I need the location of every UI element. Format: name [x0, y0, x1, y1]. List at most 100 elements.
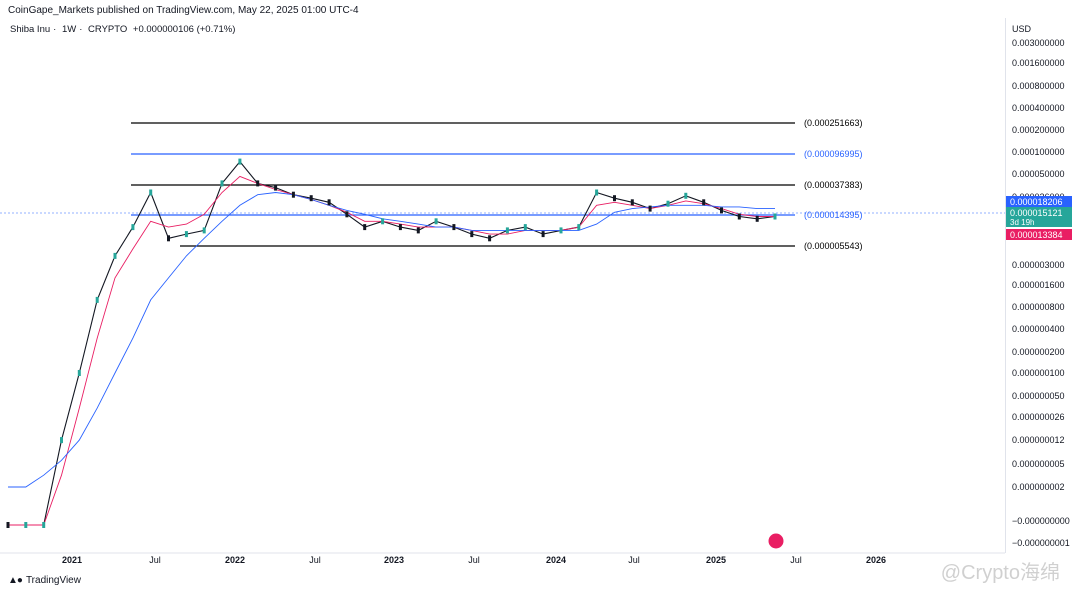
price-tick-label: 0.000000005	[1012, 459, 1065, 469]
symbol-legend: Shiba Inu · 1W · CRYPTO +0.000000106 (+0.7…	[10, 24, 236, 35]
price-candle	[702, 199, 706, 206]
price-candle	[202, 227, 206, 234]
price-tag-countdown: 3d 19h	[1010, 218, 1034, 227]
price-tick-label: 0.000000026	[1012, 412, 1065, 422]
ma-short-series	[8, 175, 775, 526]
price-tick-label: 0.000001600	[1012, 280, 1065, 290]
time-tick-label: Jul	[790, 555, 802, 565]
price-tick-label: 0.000000012	[1012, 435, 1065, 445]
symbol-change: +0.000000106 (+0.71%)	[132, 24, 236, 35]
price-tag	[1006, 229, 1072, 240]
level-label: (0.000005543)	[804, 241, 863, 251]
ma-long-series	[8, 192, 775, 488]
price-candle	[613, 195, 616, 202]
price-candle	[559, 227, 563, 234]
price-candle	[755, 215, 759, 222]
watermark: @Crypto海绵	[940, 562, 1060, 584]
price-candle	[24, 522, 28, 528]
price-candle	[684, 192, 688, 199]
tradingview-brand[interactable]: ▲● TradingView	[8, 575, 81, 586]
time-tick-label: Jul	[628, 555, 640, 565]
price-tick-label: 0.000000800	[1012, 302, 1065, 312]
price-candle	[309, 195, 313, 202]
event-flag-icon[interactable]	[767, 532, 785, 550]
price-candle	[95, 296, 99, 303]
level-label: (0.000251663)	[804, 118, 863, 128]
price-candle	[327, 199, 331, 206]
time-tick-label: 2025	[706, 555, 726, 565]
time-tick-label: Jul	[149, 555, 161, 565]
price-candle	[149, 189, 153, 196]
price-candle	[470, 231, 474, 238]
time-tick-label: Jul	[309, 555, 321, 565]
time-tick-label: 2023	[384, 555, 404, 565]
price-candle	[630, 199, 634, 206]
price-candle	[666, 200, 670, 207]
price-candle	[256, 180, 260, 187]
price-candle	[452, 224, 456, 231]
price-tag-value: 0.000015121	[1010, 208, 1063, 218]
price-candle	[42, 522, 46, 528]
price-candle	[363, 224, 367, 231]
time-tick-label: 2021	[62, 555, 82, 565]
level-label: (0.000096995)	[804, 149, 863, 159]
price-candle	[505, 227, 509, 234]
price-tick-label: 0.000003000	[1012, 260, 1065, 270]
symbol-name: Shiba Inu	[10, 24, 51, 35]
price-tick-label: 0.000000002	[1012, 482, 1065, 492]
price-tick-label: −0.000000001	[1012, 538, 1070, 548]
price-candle	[737, 213, 741, 220]
price-tick-label: 0.000050000	[1012, 169, 1065, 179]
time-tick-label: 2026	[866, 555, 886, 565]
price-axis[interactable]	[1005, 18, 1076, 553]
symbol-interval: 1W	[61, 24, 77, 35]
price-candle	[595, 189, 599, 196]
price-candle	[720, 207, 723, 214]
price-candle	[77, 370, 81, 376]
price-candle	[523, 224, 527, 231]
price-candle	[113, 252, 117, 259]
price-tag-value: 0.000018206	[1010, 197, 1063, 207]
price-candle	[220, 180, 224, 187]
price-candle	[416, 227, 420, 234]
price-tick-label: 0.000000050	[1012, 391, 1065, 401]
price-candle	[541, 231, 545, 238]
price-candle	[773, 213, 777, 220]
publisher-credit: CoinGape_Markets published on TradingVie…	[8, 5, 359, 16]
price-tag	[1006, 196, 1072, 207]
price-candle	[60, 437, 63, 444]
price-tick-label: 0.000800000	[1012, 81, 1065, 91]
price-candle	[488, 235, 492, 242]
price-candle	[184, 231, 188, 238]
tradingview-logo-icon: ▲●	[8, 575, 23, 586]
price-tick-label: 0.003000000	[1012, 38, 1065, 48]
price-candle	[291, 191, 295, 198]
price-candle	[6, 522, 10, 528]
level-label: (0.000037383)	[804, 180, 863, 190]
price-tick-label: 0.000000200	[1012, 347, 1065, 357]
price-series	[8, 160, 776, 526]
tradingview-brand-text: TradingView	[25, 575, 81, 586]
price-candle	[434, 218, 438, 225]
level-label: (0.000014395)	[804, 210, 863, 220]
price-tick-label: 0.001600000	[1012, 58, 1065, 68]
price-candle	[381, 218, 385, 225]
price-candle	[274, 184, 278, 191]
price-tag-value: 0.000013384	[1010, 230, 1063, 240]
price-candle	[648, 205, 652, 212]
price-tag	[1006, 207, 1072, 227]
price-tick-label: 0.000000400	[1012, 324, 1065, 334]
symbol-exchange: CRYPTO	[88, 24, 128, 35]
price-tick-label: 0.000400000	[1012, 103, 1065, 113]
price-candle	[398, 224, 402, 231]
price-candle	[345, 211, 349, 218]
price-tick-label: 0.000200000	[1012, 125, 1065, 135]
price-candle	[131, 224, 135, 231]
currency-label: USD	[1012, 24, 1032, 34]
price-candle	[238, 158, 242, 165]
price-tick-label: −0.000000000	[1012, 516, 1070, 526]
time-tick-label: Jul	[468, 555, 480, 565]
price-tick-label: 0.000000100	[1012, 368, 1065, 378]
price-candle	[167, 235, 170, 242]
